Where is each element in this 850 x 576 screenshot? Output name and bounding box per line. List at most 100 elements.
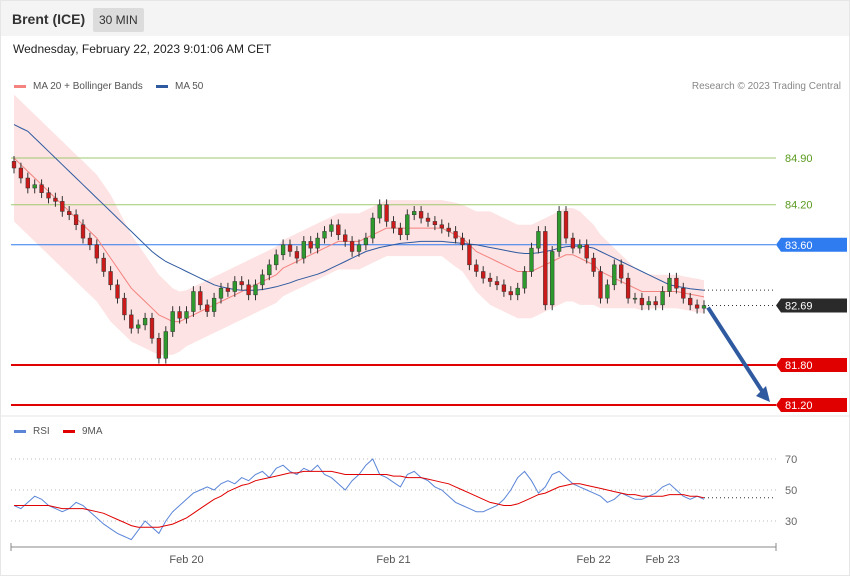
candle-body (349, 241, 355, 252)
candle-body (681, 287, 686, 299)
candle-body (570, 237, 576, 249)
candle-body (418, 211, 424, 219)
candle-body (543, 231, 548, 306)
candle-body (370, 217, 375, 239)
candle-body (32, 184, 37, 189)
level-tag-4 (776, 357, 847, 372)
candle-body (494, 281, 500, 286)
candle-body (322, 231, 327, 239)
legend-9ma: 9MA (63, 426, 103, 437)
header-bar: Brent (ICE) 30 MIN (1, 1, 849, 36)
candle-body (639, 297, 645, 306)
candle-body (170, 311, 175, 332)
candle-body (646, 301, 651, 306)
instrument-title: Brent (ICE) (12, 11, 86, 27)
rsi-level-label-50: 50 (785, 485, 797, 497)
candle-body (308, 241, 313, 249)
legend-rsi: RSI (14, 426, 50, 437)
candle-body (225, 287, 231, 292)
candle-body (701, 305, 707, 309)
candle-body (667, 277, 672, 292)
candle-body (336, 224, 341, 236)
candle-body (501, 284, 507, 292)
level-tag-5 (776, 398, 847, 412)
rsi-level-label-30: 30 (785, 516, 797, 528)
candle-body (294, 251, 300, 259)
candle-body (184, 311, 189, 319)
candle-body (481, 271, 486, 279)
candle-body (253, 284, 258, 296)
candle-body (343, 234, 348, 242)
candle-body (474, 264, 479, 272)
candle-body (149, 317, 155, 339)
candle-body (660, 291, 665, 306)
candle-body (674, 277, 679, 289)
candle-body (94, 244, 99, 259)
candle-body (232, 281, 237, 292)
forecast-arrow-head (756, 386, 770, 402)
candle-body (563, 211, 569, 239)
candle-body (136, 324, 141, 329)
candle-body (108, 271, 113, 286)
candle-body (280, 244, 286, 256)
candle-body (605, 284, 610, 299)
candle-body (356, 244, 362, 252)
candle-body (439, 224, 444, 229)
candle-body (315, 237, 320, 249)
candle-body (87, 237, 93, 246)
candle-body (550, 251, 555, 306)
candle-body (80, 224, 86, 239)
level-label-1: 84.20 (785, 200, 813, 212)
candle-body (522, 271, 527, 289)
legend-rsi-swatch (14, 430, 26, 433)
candle-body (556, 211, 562, 252)
candle-body (391, 221, 396, 229)
candle-body (694, 304, 700, 309)
x-tick-label: Feb 22 (576, 554, 610, 566)
candle-body (329, 224, 334, 232)
candle-body (246, 284, 251, 296)
candle-body (453, 231, 458, 239)
legend-ma50: MA 50 (156, 81, 203, 92)
candle-body (584, 244, 589, 259)
credit-text: Research © 2023 Trading Central (691, 81, 841, 92)
level-tag-3 (776, 298, 847, 313)
candle-body (39, 184, 44, 193)
legend-ma50-label: MA 50 (175, 81, 204, 92)
candle-body (60, 201, 65, 212)
level-label-5: 81.20 (785, 400, 813, 412)
candle-body (446, 227, 451, 232)
candle-body (115, 284, 120, 299)
x-tick-label: Feb 21 (376, 554, 410, 566)
candle-body (287, 244, 293, 252)
candle-body (46, 192, 51, 199)
candle-body (267, 264, 272, 276)
candle-body (591, 257, 596, 272)
candle-body (598, 271, 603, 299)
candle-body (515, 287, 520, 296)
candle-body (18, 167, 24, 179)
timeframe-badge[interactable]: 30 MIN (93, 8, 144, 32)
candle-body (260, 274, 265, 286)
candle-body (536, 231, 541, 249)
candle-body (432, 221, 438, 226)
candle-body (177, 311, 182, 319)
candle-body (398, 227, 403, 236)
candle-body (205, 304, 210, 312)
candle-body (612, 264, 617, 286)
candle-body (467, 244, 472, 266)
candle-body (577, 244, 582, 249)
candle-body (529, 247, 534, 272)
candle-body (156, 337, 162, 359)
candle-body (619, 264, 624, 279)
forecast-arrow-shaft (706, 306, 766, 396)
candle-body (73, 214, 79, 226)
candle-body (218, 287, 224, 299)
legend-ma20: MA 20 + Bollinger Bands (14, 81, 143, 92)
candle-body (274, 254, 279, 266)
legend-9ma-swatch (63, 430, 75, 433)
candle-body (25, 177, 30, 189)
candle-body (239, 281, 244, 286)
level-label-2: 83.60 (785, 240, 813, 252)
